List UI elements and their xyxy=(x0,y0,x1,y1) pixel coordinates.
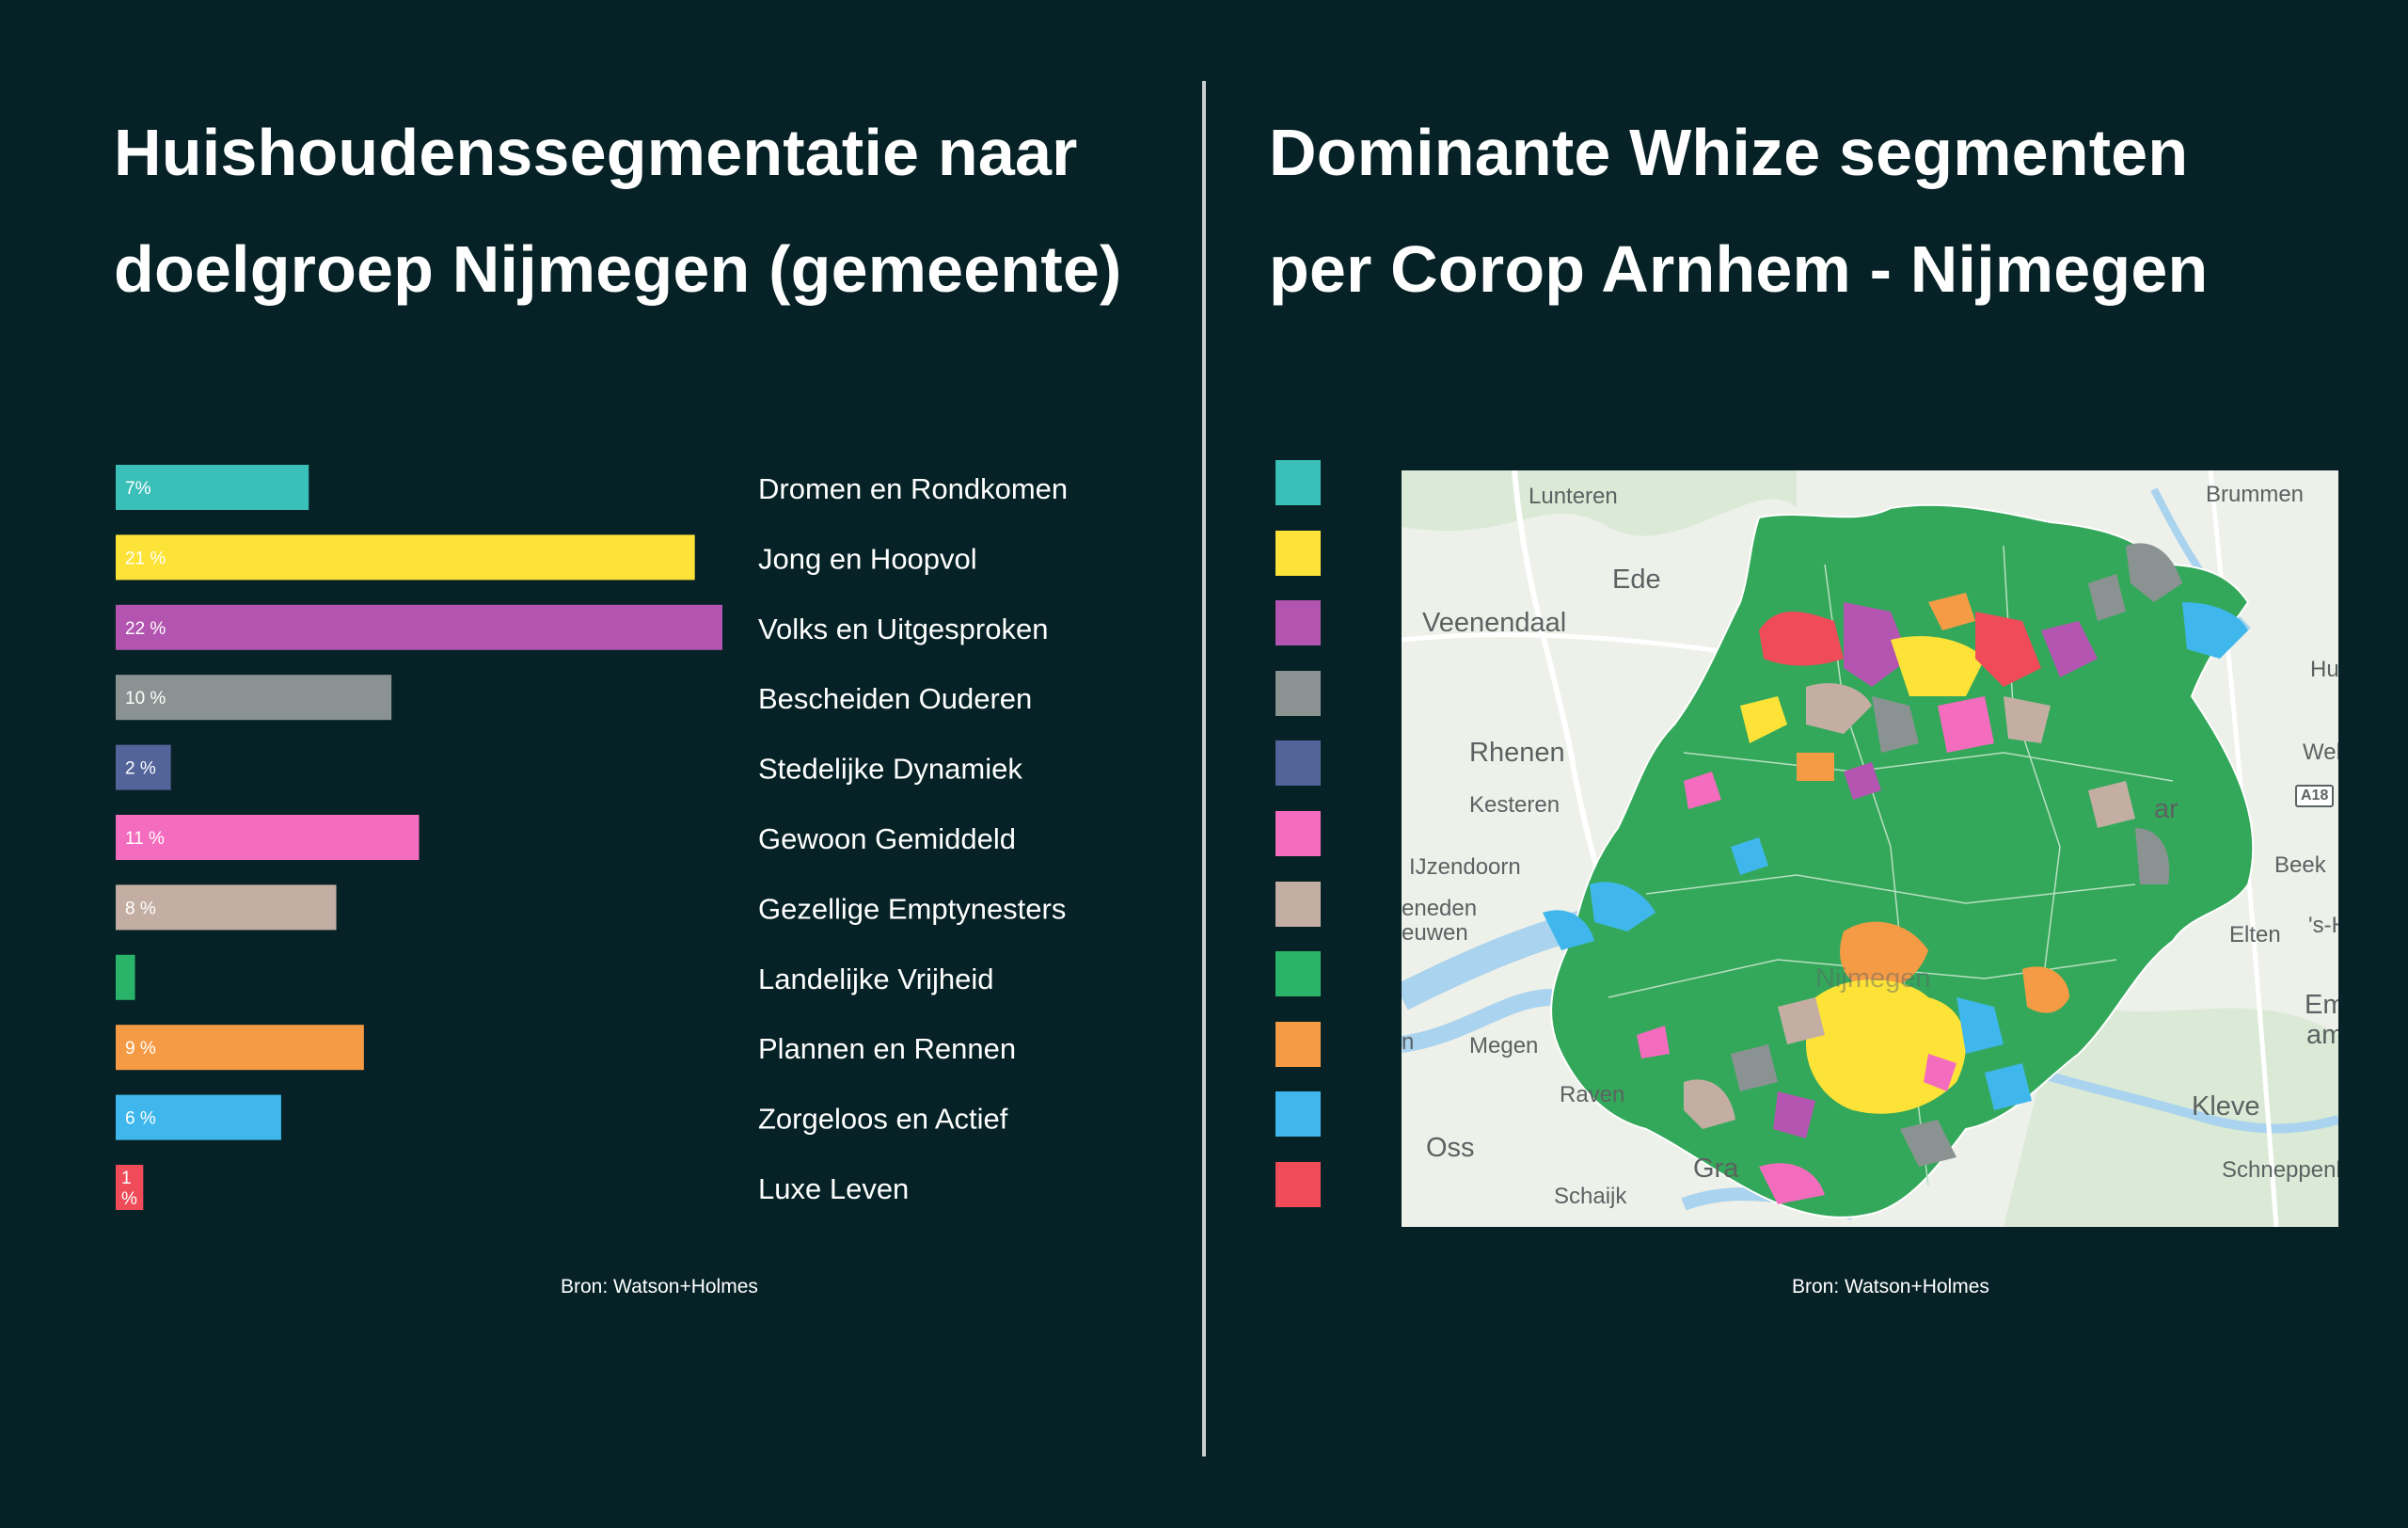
place-label: Weh xyxy=(2303,740,2338,765)
legend-swatch xyxy=(1275,810,1321,856)
place-label: Veenendaal xyxy=(1422,608,1567,638)
bar xyxy=(116,604,722,650)
bar xyxy=(116,534,695,581)
place-label: Beek xyxy=(2274,852,2326,878)
bar-value-label: 2 % xyxy=(125,759,156,779)
bar-value-label: 1% xyxy=(121,1169,137,1209)
bar-chart: 7% Dromen en Rondkomen 21 % Jong en Hoopvol… xyxy=(116,465,1068,1210)
place-label: Megen xyxy=(1469,1033,1539,1058)
bar-value-label: 11 % xyxy=(125,829,165,849)
category-label: Stedelijke Dynamiek xyxy=(758,753,1022,786)
map-title-line1: Dominante Whize segmenten xyxy=(1269,116,2189,189)
bar-value-label: 21 % xyxy=(125,549,166,568)
map-canvas xyxy=(1402,470,2338,1227)
category-label: Plannen en Rennen xyxy=(758,1032,1016,1065)
place-label: Gra xyxy=(1693,1154,1739,1184)
place-label: IJzendoorn xyxy=(1409,854,1521,880)
legend-swatch xyxy=(1275,530,1321,576)
bar-value-label: 9 % xyxy=(125,1039,156,1058)
category-label: Landelijke Vrijheid xyxy=(758,963,993,995)
place-label: Em xyxy=(2305,990,2338,1020)
bar-value-label: 10 % xyxy=(125,689,166,708)
legend-swatch xyxy=(1275,740,1321,787)
place-label: Brummen xyxy=(2206,482,2305,507)
bar xyxy=(116,744,171,790)
bar-value-label: 6 % xyxy=(125,1109,156,1129)
place-label: Rhenen xyxy=(1469,738,1565,768)
place-label: Elten xyxy=(2229,922,2281,947)
place-label: Nijmegen xyxy=(1815,963,1931,994)
place-label: am xyxy=(2306,1020,2338,1050)
chart-title-line1: Huishoudenssegmentatie naar xyxy=(114,116,1078,189)
category-label: Jong en Hoopvol xyxy=(758,542,977,575)
map-legend xyxy=(1275,460,1321,1233)
place-label: Schneppenb xyxy=(2222,1157,2338,1183)
category-label: Volks en Uitgesproken xyxy=(758,613,1048,645)
place-label: 's-H xyxy=(2308,913,2338,938)
place-label: n xyxy=(1402,1029,1415,1055)
place-label: Raven xyxy=(1560,1082,1625,1107)
place-label: Hu xyxy=(2310,657,2338,682)
legend-swatch xyxy=(1275,460,1321,505)
place-label: euwen xyxy=(1402,920,1468,946)
bar-value-label: 22 % xyxy=(125,619,166,639)
left-panel: Huishoudenssegmentatie naar doelgroep Ni… xyxy=(114,94,1122,1297)
map-title: Dominante Whize segmenten per Corop Arnh… xyxy=(1269,94,2208,327)
legend-swatch xyxy=(1275,1021,1321,1067)
legend-swatch xyxy=(1275,1161,1321,1207)
place-label: Lunteren xyxy=(1529,484,1618,509)
bar-value-label: 7% xyxy=(125,479,151,499)
bar xyxy=(116,815,420,860)
bar-value-label: 8 % xyxy=(125,899,156,918)
bar xyxy=(116,675,392,721)
bar xyxy=(116,1094,281,1140)
bar xyxy=(116,1025,364,1071)
bar xyxy=(116,954,135,1000)
category-label: Zorgeloos en Actief xyxy=(758,1103,1008,1136)
place-label: Schaijk xyxy=(1554,1184,1627,1209)
chart-title: Huishoudenssegmentatie naar doelgroep Ni… xyxy=(114,94,1122,327)
category-label: Luxe Leven xyxy=(758,1172,909,1205)
legend-swatch xyxy=(1275,1091,1321,1138)
place-label: Oss xyxy=(1426,1133,1475,1163)
road-badge: A18 xyxy=(2295,785,2335,807)
category-label: Bescheiden Ouderen xyxy=(758,682,1032,715)
chart-title-line2: doelgroep Nijmegen (gemeente) xyxy=(114,232,1122,306)
place-label: ar xyxy=(2154,794,2178,824)
source-label: Bron: Watson+Holmes xyxy=(561,1276,758,1297)
bar xyxy=(116,1165,144,1210)
legend-swatch xyxy=(1275,951,1321,997)
source-label: Bron: Watson+Holmes xyxy=(1792,1276,1989,1297)
place-label: Ede xyxy=(1612,565,1661,595)
place-label: eneden xyxy=(1402,896,1478,921)
legend-swatch xyxy=(1275,600,1321,646)
category-label: Gewoon Gemiddeld xyxy=(758,822,1016,855)
legend-swatch xyxy=(1275,881,1321,927)
category-label: Dromen en Rondkomen xyxy=(758,472,1068,505)
segment-map: Lunteren Brummen Ede Veenendaal Hu Rhene… xyxy=(1402,470,2338,1227)
map-title-line2: per Corop Arnhem - Nijmegen xyxy=(1269,232,2209,306)
category-label: Gezellige Emptynesters xyxy=(758,892,1066,925)
legend-swatch xyxy=(1275,670,1321,716)
place-label: Kesteren xyxy=(1469,792,1560,818)
place-label: Kleve xyxy=(2192,1091,2260,1122)
bar xyxy=(116,465,309,510)
panel-divider xyxy=(1202,81,1206,1456)
right-panel: Dominante Whize segmenten per Corop Arnh… xyxy=(1204,0,2408,1528)
bar xyxy=(116,884,337,931)
